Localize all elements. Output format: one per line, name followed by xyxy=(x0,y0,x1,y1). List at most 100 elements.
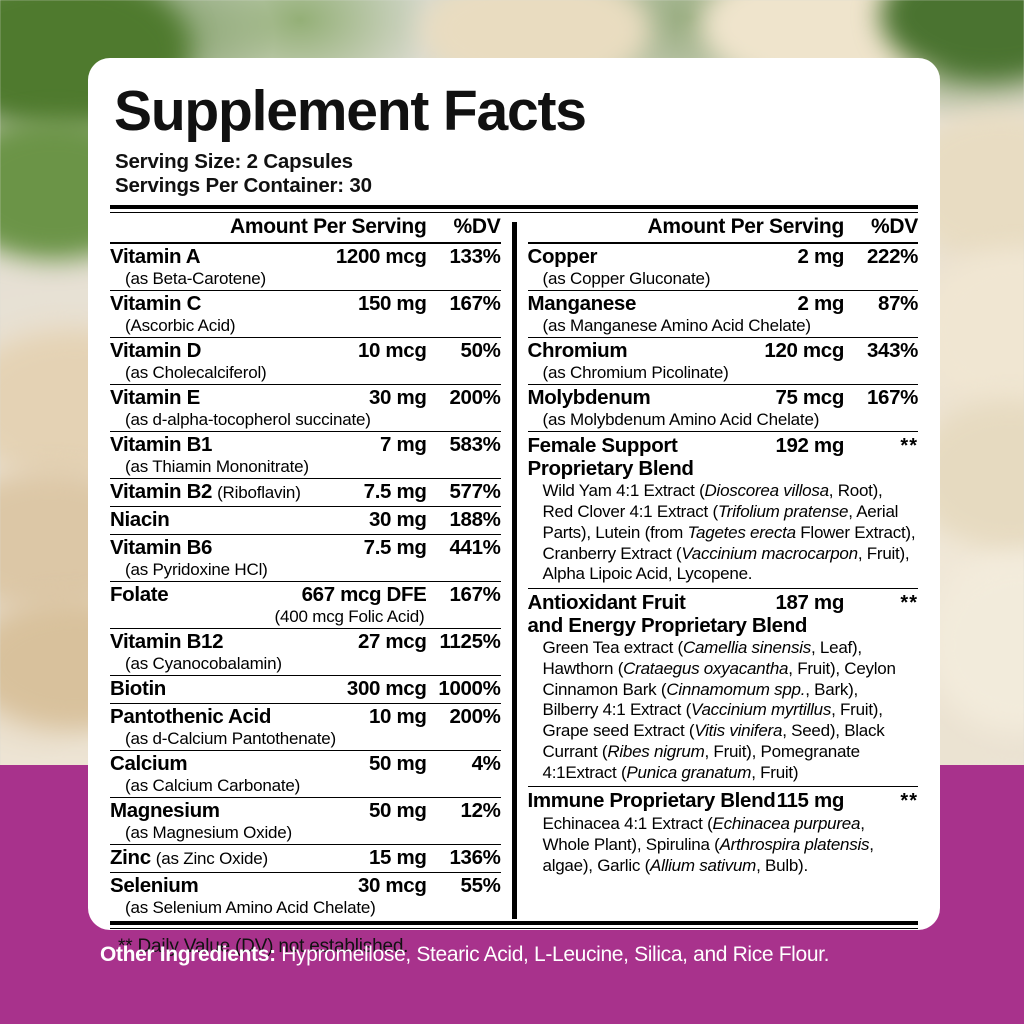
right-nutrient-list: Copper 2 mg 222% (as Copper Gluconate) Manga… xyxy=(527,244,918,433)
nutrient-percent-dv: 167% xyxy=(449,292,501,316)
nutrient-name: Folate xyxy=(110,583,169,607)
nutrient-amount: 30 mg xyxy=(369,508,427,532)
nutrient-percent-dv: 200% xyxy=(449,705,501,729)
nutrient-amount: 10 mcg xyxy=(357,339,427,363)
blend-ingredients: Green Tea extract (Camellia sinensis, Le… xyxy=(542,638,896,782)
nutrient-row: Vitamin C 150 mg 167% (Ascorbic Acid) xyxy=(110,291,501,339)
left-column: Amount Per Serving %DV Vitamin A 1200 mcg… xyxy=(110,213,501,919)
nutrient-amount: 150 mg xyxy=(357,292,427,316)
nutrient-source: (as Molybdenum Amino Acid Chelate) xyxy=(542,410,820,430)
nutrient-name: Vitamin B12 xyxy=(110,630,224,654)
nutrient-row: Vitamin B2 (Riboflavin) 7.5 mg 577% xyxy=(110,479,501,508)
percent-dv-header: %DV xyxy=(871,215,918,239)
nutrient-source: (as d-Calcium Pantothenate) xyxy=(125,729,336,749)
nutrient-row: Manganese 2 mg 87% (as Manganese Amino Acid… xyxy=(527,291,918,339)
proprietary-blend-row: Antioxidant Fruit 187 mg ** and Energy Prop… xyxy=(527,589,918,788)
nutrient-row: Zinc (as Zinc Oxide) 15 mg 136% xyxy=(110,845,501,874)
nutrient-amount: 75 mcg xyxy=(775,386,844,410)
nutrient-source: (as Manganese Amino Acid Chelate) xyxy=(542,316,812,336)
blend-title: Immune Proprietary Blend xyxy=(527,789,776,813)
nutrient-source-inline: (Riboflavin) xyxy=(217,483,301,503)
left-nutrient-list: Vitamin A 1200 mcg 133% (as Beta-Carotene) V… xyxy=(110,244,501,919)
amount-per-serving-header: Amount Per Serving xyxy=(230,215,427,239)
nutrient-row: Vitamin A 1200 mcg 133% (as Beta-Carotene) xyxy=(110,244,501,292)
nutrient-percent-dv: 1125% xyxy=(439,630,501,654)
nutrient-row: Pantothenic Acid 10 mg 200% (as d-Calcium P… xyxy=(110,704,501,752)
blend-amount: 115 mg xyxy=(776,789,845,813)
nutrient-name: Vitamin B2 xyxy=(110,480,213,504)
right-column: Amount Per Serving %DV Copper 2 mg 222% (as… xyxy=(527,213,919,919)
blend-percent-dv: ** xyxy=(900,592,918,615)
nutrient-percent-dv: 441% xyxy=(449,536,501,560)
nutrient-row: Folate 667 mcg DFE 167% (400 mcg Folic Acid… xyxy=(110,582,501,630)
blend-percent-dv: ** xyxy=(900,435,918,458)
table-top-rule xyxy=(110,205,918,214)
nutrient-source: (as d-alpha-tocopherol succinate) xyxy=(125,410,371,430)
nutrient-source: (as Magnesium Oxide) xyxy=(125,823,293,843)
nutrient-percent-dv: 167% xyxy=(866,386,918,410)
nutrient-amount: 7 mg xyxy=(380,433,427,457)
nutrient-row: Molybdenum 75 mcg 167% (as Molybdenum Amino… xyxy=(527,385,918,433)
proprietary-blend-row: Immune Proprietary Blend 115 mg ** Echinace… xyxy=(528,787,919,879)
nutrient-percent-dv: 4% xyxy=(471,752,501,776)
supplement-facts-panel: Supplement Facts Serving Size: 2 Capsule… xyxy=(88,58,940,957)
nutrient-amount: 7.5 mg xyxy=(363,480,427,504)
nutrient-row: Selenium 30 mcg 55% (as Selenium Amino Acid… xyxy=(110,873,501,919)
nutrient-percent-dv: 188% xyxy=(449,508,501,532)
nutrient-name: Biotin xyxy=(110,677,166,701)
nutrient-percent-dv: 222% xyxy=(866,245,918,269)
blend-ingredients: Wild Yam 4:1 Extract (Dioscorea villosa,… xyxy=(542,481,916,584)
blend-ingredients: Echinacea 4:1 Extract (Echinacea purpure… xyxy=(542,814,875,875)
nutrient-name: Vitamin B6 xyxy=(110,536,213,560)
nutrient-amount: 10 mg xyxy=(369,705,427,729)
nutrient-row: Vitamin B12 27 mcg 1125% (as Cyanocobalamin… xyxy=(110,629,501,677)
nutrient-name: Chromium xyxy=(527,339,628,363)
nutrient-row: Vitamin D 10 mcg 50% (as Cholecalciferol) xyxy=(110,338,501,386)
nutrient-amount: 667 mcg DFE xyxy=(301,583,427,607)
nutrient-row: Magnesium 50 mg 12% (as Magnesium Oxide) xyxy=(110,798,501,846)
nutrient-source-inline: (as Zinc Oxide) xyxy=(155,849,268,869)
amount-per-serving-header: Amount Per Serving xyxy=(647,215,845,239)
nutrient-row: Copper 2 mg 222% (as Copper Gluconate) xyxy=(527,244,918,292)
nutrient-amount: 50 mg xyxy=(369,752,427,776)
nutrient-source: (as Selenium Amino Acid Chelate) xyxy=(125,898,376,918)
nutrient-name: Vitamin B1 xyxy=(110,433,213,457)
nutrient-name: Zinc xyxy=(110,846,151,870)
nutrient-percent-dv: 87% xyxy=(878,292,918,316)
page-title: Supplement Facts xyxy=(114,79,587,143)
nutrient-source: (as Cholecalciferol) xyxy=(125,363,267,383)
nutrient-name: Calcium xyxy=(110,752,188,776)
nutrient-row: Niacin 30 mg 188% xyxy=(110,507,501,536)
nutrient-name: Niacin xyxy=(110,508,170,532)
nutrient-amount: 50 mg xyxy=(369,799,427,823)
blend-title-line2: Proprietary Blend xyxy=(527,457,694,481)
blend-amount: 192 mg xyxy=(775,434,844,458)
nutrient-amount: 2 mg xyxy=(797,292,845,316)
nutrient-name: Vitamin A xyxy=(110,245,201,269)
nutrient-amount: 120 mcg xyxy=(764,339,844,363)
nutrient-percent-dv: 583% xyxy=(449,433,501,457)
nutrient-source: (as Beta-Carotene) xyxy=(125,269,266,289)
other-ingredients-label: Other Ingredients: xyxy=(100,943,276,966)
nutrient-amount: 15 mg xyxy=(369,846,427,870)
blend-title: Female Support xyxy=(527,434,678,458)
blend-percent-dv: ** xyxy=(900,790,918,813)
nutrient-amount: 30 mg xyxy=(369,386,427,410)
nutrient-name: Selenium xyxy=(110,874,199,898)
nutrient-amount: 1200 mcg xyxy=(335,245,427,269)
nutrient-source: (as Copper Gluconate) xyxy=(542,269,711,289)
nutrient-percent-dv: 133% xyxy=(449,245,501,269)
nutrient-name: Magnesium xyxy=(110,799,220,823)
nutrient-percent-dv: 12% xyxy=(460,799,501,823)
nutrient-name: Vitamin C xyxy=(110,292,202,316)
nutrient-source: (as Pyridoxine HCl) xyxy=(125,560,268,580)
nutrition-columns: Amount Per Serving %DV Vitamin A 1200 mcg… xyxy=(110,213,919,920)
nutrient-name: Copper xyxy=(527,245,598,269)
nutrient-percent-dv: 55% xyxy=(460,874,501,898)
right-column-header: Amount Per Serving %DV xyxy=(527,213,918,245)
nutrient-row: Chromium 120 mcg 343% (as Chromium Picolina… xyxy=(527,338,918,386)
nutrient-percent-dv: 167% xyxy=(449,583,501,607)
nutrient-name: Vitamin E xyxy=(110,386,200,410)
nutrient-percent-dv: 1000% xyxy=(438,677,501,701)
nutrient-amount: 2 mg xyxy=(797,245,845,269)
